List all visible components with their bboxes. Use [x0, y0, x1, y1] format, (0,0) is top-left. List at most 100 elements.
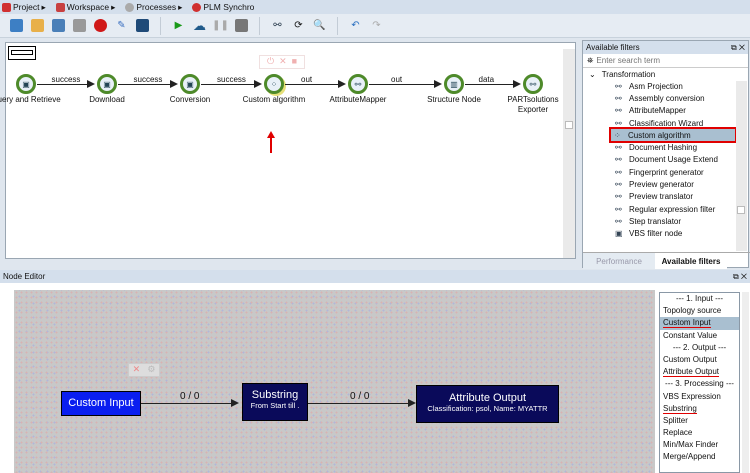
search-nodes-icon[interactable]: 🔍 — [313, 20, 326, 31]
edge — [141, 403, 235, 404]
minimap[interactable] — [8, 46, 36, 60]
operation-item[interactable]: Merge/Append — [660, 451, 739, 463]
workflow-canvas[interactable]: ⏻✕■ ▣Query and Retrieve▣Download▣Convers… — [0, 42, 576, 259]
divider — [337, 16, 338, 35]
workflow-node-label: PARTsolutions Exporter — [507, 95, 559, 114]
filter-item[interactable]: ⚯ Preview translator — [583, 191, 748, 203]
workflow-node[interactable]: ▣ — [16, 74, 36, 94]
delete-icon[interactable]: ✕ — [279, 56, 287, 66]
filter-item[interactable]: ⚯ Assembly conversion — [583, 92, 748, 104]
filter-item[interactable]: ▣ VBS filter node — [583, 228, 748, 240]
filter-item[interactable]: ⚯ AttributeMapper — [583, 105, 748, 117]
operation-item[interactable]: Custom Input — [660, 317, 739, 330]
divider — [259, 16, 260, 35]
workflow-node[interactable]: ▣ — [97, 74, 117, 94]
operation-label: Replace — [663, 428, 693, 438]
tab-performance[interactable]: Performance — [583, 253, 655, 269]
custom-input-node[interactable]: Custom Input — [61, 391, 141, 416]
node-editor-scrollbar[interactable] — [742, 292, 749, 473]
canvas-scrollbar[interactable] — [563, 49, 575, 258]
filter-label: Custom algorithm — [628, 130, 691, 140]
undo-icon[interactable]: ↶ — [351, 20, 360, 31]
workflow-node[interactable]: ▣ — [180, 74, 200, 94]
cloud-play-icon[interactable]: ☁ — [193, 17, 206, 33]
power-icon[interactable]: ⏻ — [266, 56, 275, 66]
operation-item[interactable]: Min/Max Finder — [660, 439, 739, 451]
filter-item[interactable]: ⚯ Document Hashing — [583, 141, 748, 153]
filter-label: Preview generator — [629, 180, 694, 190]
open-file-icon[interactable] — [31, 19, 44, 32]
substring-node[interactable]: Substring From Start till . — [242, 383, 308, 421]
workflow-edge — [118, 84, 171, 85]
filter-node-icon: ⚯ — [615, 81, 622, 91]
operation-label: Custom Output — [663, 354, 717, 364]
operation-item[interactable]: Substring — [660, 403, 739, 415]
pause-icon[interactable]: ❚❚ — [212, 20, 229, 31]
search-box[interactable]: ⛯ — [583, 54, 748, 68]
operation-item[interactable]: Topology source — [660, 305, 739, 317]
operation-label: Constant Value — [663, 330, 718, 340]
redo-icon[interactable]: ↷ — [372, 20, 381, 31]
operation-label: Topology source — [663, 306, 722, 316]
filter-item[interactable]: ⚯ Asm Projection — [583, 80, 748, 92]
refresh-icon[interactable]: ⟳ — [294, 20, 303, 31]
menu-processes[interactable]: Processes ▸ — [125, 2, 182, 13]
filter-node-icon: ⚯ — [615, 167, 622, 177]
delete-icon[interactable]: ✕ — [132, 364, 141, 374]
edge-label: 0 / 0 — [180, 391, 200, 402]
menu-workspace[interactable]: Workspace ▸ — [55, 2, 115, 13]
filter-item[interactable]: ⚯ Preview generator — [583, 178, 748, 190]
workflow-node[interactable]: ⁘ — [264, 74, 284, 94]
workflow-node[interactable]: ⚯ — [523, 74, 543, 94]
edit-icon[interactable] — [73, 19, 86, 32]
filter-item[interactable]: ⚯ Document Usage Extend — [583, 154, 748, 166]
filter-label: Document Usage Extend — [629, 155, 718, 165]
panel-header: Node Editor ⧉ ✕ — [0, 270, 750, 283]
operation-item[interactable]: Constant Value — [660, 330, 739, 342]
operation-item[interactable]: Replace — [660, 427, 739, 439]
workflow-edge — [285, 84, 339, 85]
edge-label: out — [301, 75, 313, 84]
filter-item[interactable]: ⚯ Fingerprint generator — [583, 166, 748, 178]
node-editor-canvas[interactable]: ✕ ⚙ Custom Input 0 / 0 Substring From Star… — [14, 290, 655, 473]
search-input[interactable] — [596, 56, 727, 65]
workflow-node[interactable]: ⚯ — [348, 74, 368, 94]
gear-icon[interactable]: ⚙ — [147, 364, 156, 374]
node-subtitle: From Start till . — [250, 401, 300, 410]
open-folder-icon[interactable] — [10, 19, 23, 32]
filter-item[interactable]: ⚯ Classification Wizard — [583, 117, 748, 129]
play-icon[interactable]: ▶ — [174, 20, 183, 31]
operation-item[interactable]: VBS Expression — [660, 391, 739, 403]
operation-item[interactable]: Splitter — [660, 415, 739, 427]
workflow-node-label: Conversion — [169, 95, 211, 104]
filter-list: ⚯ Asm Projection ⚯ Assembly conversion ⚯ Attr… — [583, 80, 748, 240]
filter-scrollbar[interactable] — [736, 81, 747, 251]
stop-icon[interactable]: ■ — [291, 56, 298, 66]
filter-item[interactable]: ⚯ Regular expression filter — [583, 203, 748, 215]
panel-controls[interactable]: ⧉ ✕ — [732, 272, 747, 281]
tab-available-filters[interactable]: Available filters — [655, 253, 727, 269]
custom-algorithm-icon: ⁘ — [614, 130, 621, 140]
panel-controls[interactable]: ⧉ ✕ — [730, 43, 745, 52]
filter-label: Assembly conversion — [629, 93, 705, 103]
attribute-output-node[interactable]: Attribute Output Classification: psol, Na… — [416, 385, 559, 423]
operation-label: Merge/Append — [663, 452, 716, 462]
filter-item[interactable]: ⁘ Custom algorithm — [609, 127, 737, 144]
menu-plm-synchro[interactable]: PLM Synchro — [192, 2, 254, 12]
stop-icon[interactable] — [235, 19, 248, 32]
monitor-icon[interactable] — [136, 19, 149, 32]
pencil-icon[interactable]: ✎ — [117, 20, 126, 31]
operation-item[interactable]: Custom Output — [660, 354, 739, 366]
workflow-node-label: Custom algorithm — [242, 95, 306, 104]
operation-item[interactable]: Attribute Output — [660, 366, 739, 378]
save-icon[interactable] — [52, 19, 65, 32]
node-graph-dropdown-icon[interactable]: ⚯ — [273, 20, 282, 31]
menu-project[interactable]: Project ▸ — [2, 2, 46, 13]
edge-arrow — [434, 80, 442, 88]
edge-arrow — [231, 399, 239, 407]
workflow-node[interactable]: ▥ — [444, 74, 464, 94]
filter-item[interactable]: ⚯ Step translator — [583, 215, 748, 227]
edge-arrow — [170, 80, 178, 88]
tree-group[interactable]: ⌄ Transformation — [583, 68, 748, 80]
stop-sign-icon[interactable] — [94, 19, 107, 32]
